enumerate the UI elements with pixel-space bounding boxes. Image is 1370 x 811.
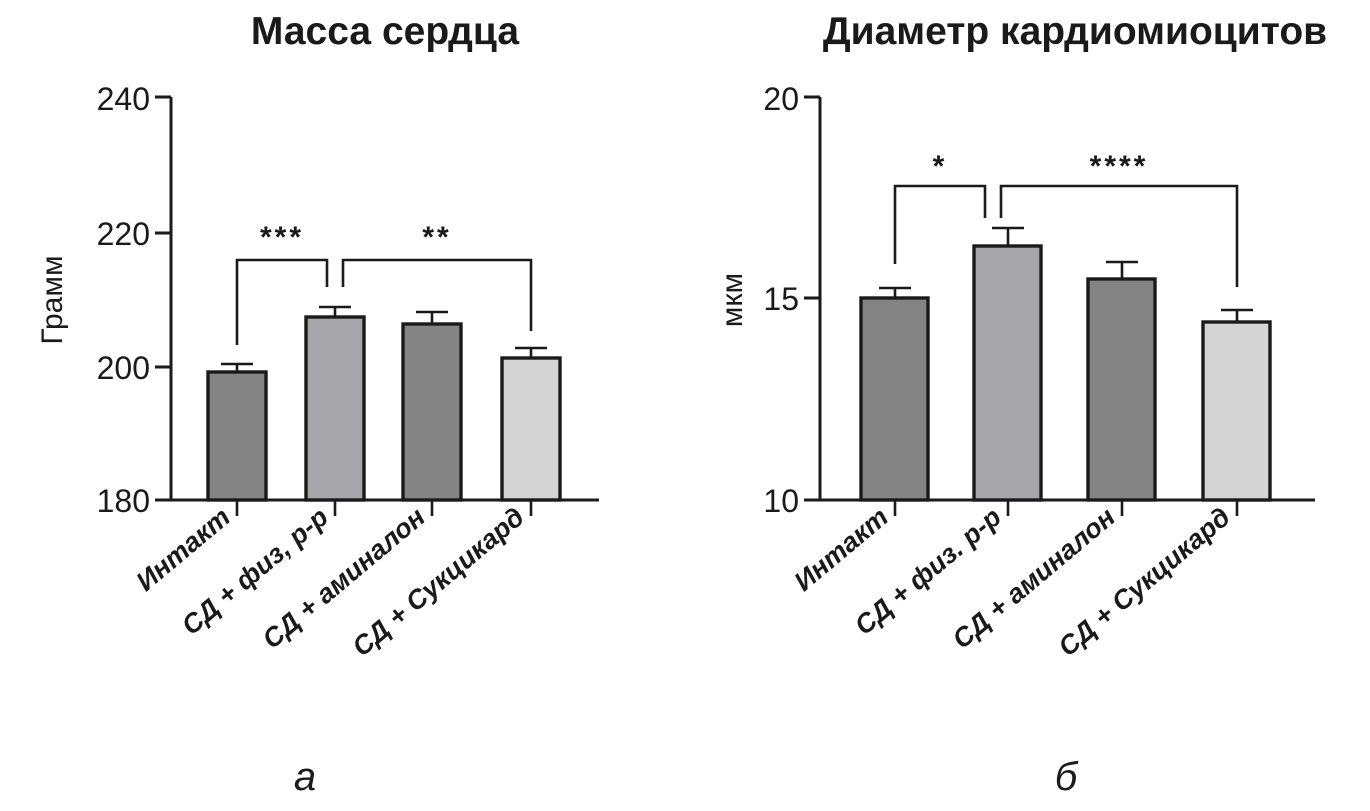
svg-text:180: 180 [97,483,150,519]
svg-text:****: **** [1090,150,1149,183]
svg-text:б: б [1055,755,1079,799]
svg-text:**: ** [422,221,451,254]
svg-text:20: 20 [763,81,799,117]
svg-text:220: 220 [97,216,150,252]
svg-text:Диаметр кардиомиоцитов: Диаметр кардиомиоцитов [823,10,1327,53]
svg-text:мкм: мкм [716,273,749,327]
svg-text:15: 15 [763,281,799,317]
svg-text:240: 240 [97,81,150,117]
svg-text:а: а [294,755,316,799]
svg-text:***: *** [260,221,304,254]
svg-text:200: 200 [97,350,150,386]
svg-text:Грамм: Грамм [36,255,69,344]
svg-text:*: * [933,150,948,183]
svg-text:10: 10 [763,483,799,519]
svg-text:Масса сердца: Масса сердца [251,10,519,53]
